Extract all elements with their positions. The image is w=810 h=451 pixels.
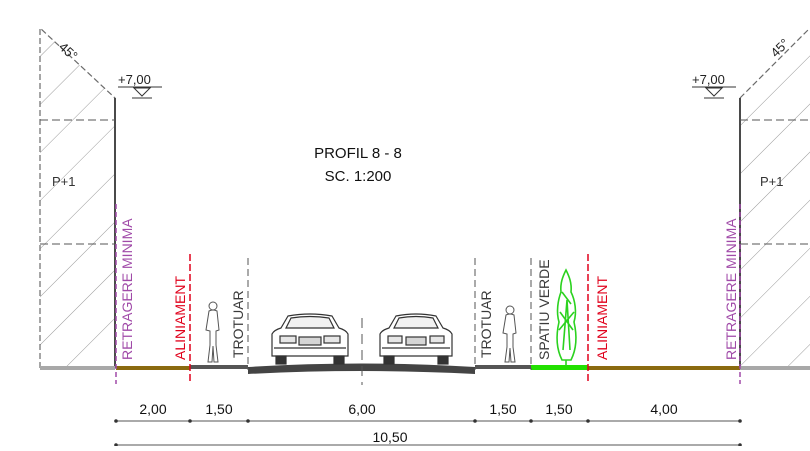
left-alignment-label: ALINIAMENT [172, 276, 188, 360]
left-building-label: P+1 [52, 174, 76, 189]
dimension-segment-4: 1,50 [489, 401, 516, 417]
right-alignment-label: ALINIAMENT [594, 276, 610, 360]
profile-title: PROFIL 8 - 8 [314, 145, 402, 162]
profile-scale: SC. 1:200 [325, 168, 392, 185]
right-setback-label: RETRAGERE MINIMA [723, 218, 739, 360]
left-setback-strip [116, 366, 190, 370]
dimension-segment-6: 4,00 [650, 401, 677, 417]
left-pedestrian-icon [205, 301, 220, 363]
dimension-chain [116, 420, 740, 446]
left-car-icon [271, 313, 349, 365]
right-pedestrian-icon [502, 305, 517, 363]
right-sidewalk-label: TROTUAR [478, 290, 494, 358]
right-level-label: +7,00 [692, 72, 725, 87]
left-level-marker: +7,00 [118, 72, 162, 99]
dimension-segment-2: 1,50 [205, 401, 232, 417]
ground-section [40, 363, 810, 374]
green-space-label: SPATIU VERDE [536, 259, 552, 360]
tree-icon [556, 268, 577, 366]
right-building-label: P+1 [760, 174, 784, 189]
green-strip [531, 365, 588, 370]
left-level-label: +7,00 [118, 72, 151, 87]
dimension-ticks [114, 419, 742, 447]
right-level-marker: +7,00 [692, 72, 736, 99]
dimension-segment-1: 2,00 [139, 401, 166, 417]
dimension-segment-3: 6,00 [348, 401, 375, 417]
left-sidewalk [190, 365, 248, 369]
dimension-segment-5: 1,50 [545, 401, 572, 417]
right-setback-strip [588, 366, 740, 370]
left-sidewalk-label: TROTUAR [230, 290, 246, 358]
left-setback-label: RETRAGERE MINIMA [119, 218, 135, 360]
left-building: P+1 45° [39, 26, 116, 368]
right-building: P+1 45° [739, 27, 810, 368]
right-sidewalk [475, 365, 531, 369]
right-car-icon [379, 313, 453, 365]
dimension-total: 10,50 [372, 429, 407, 445]
